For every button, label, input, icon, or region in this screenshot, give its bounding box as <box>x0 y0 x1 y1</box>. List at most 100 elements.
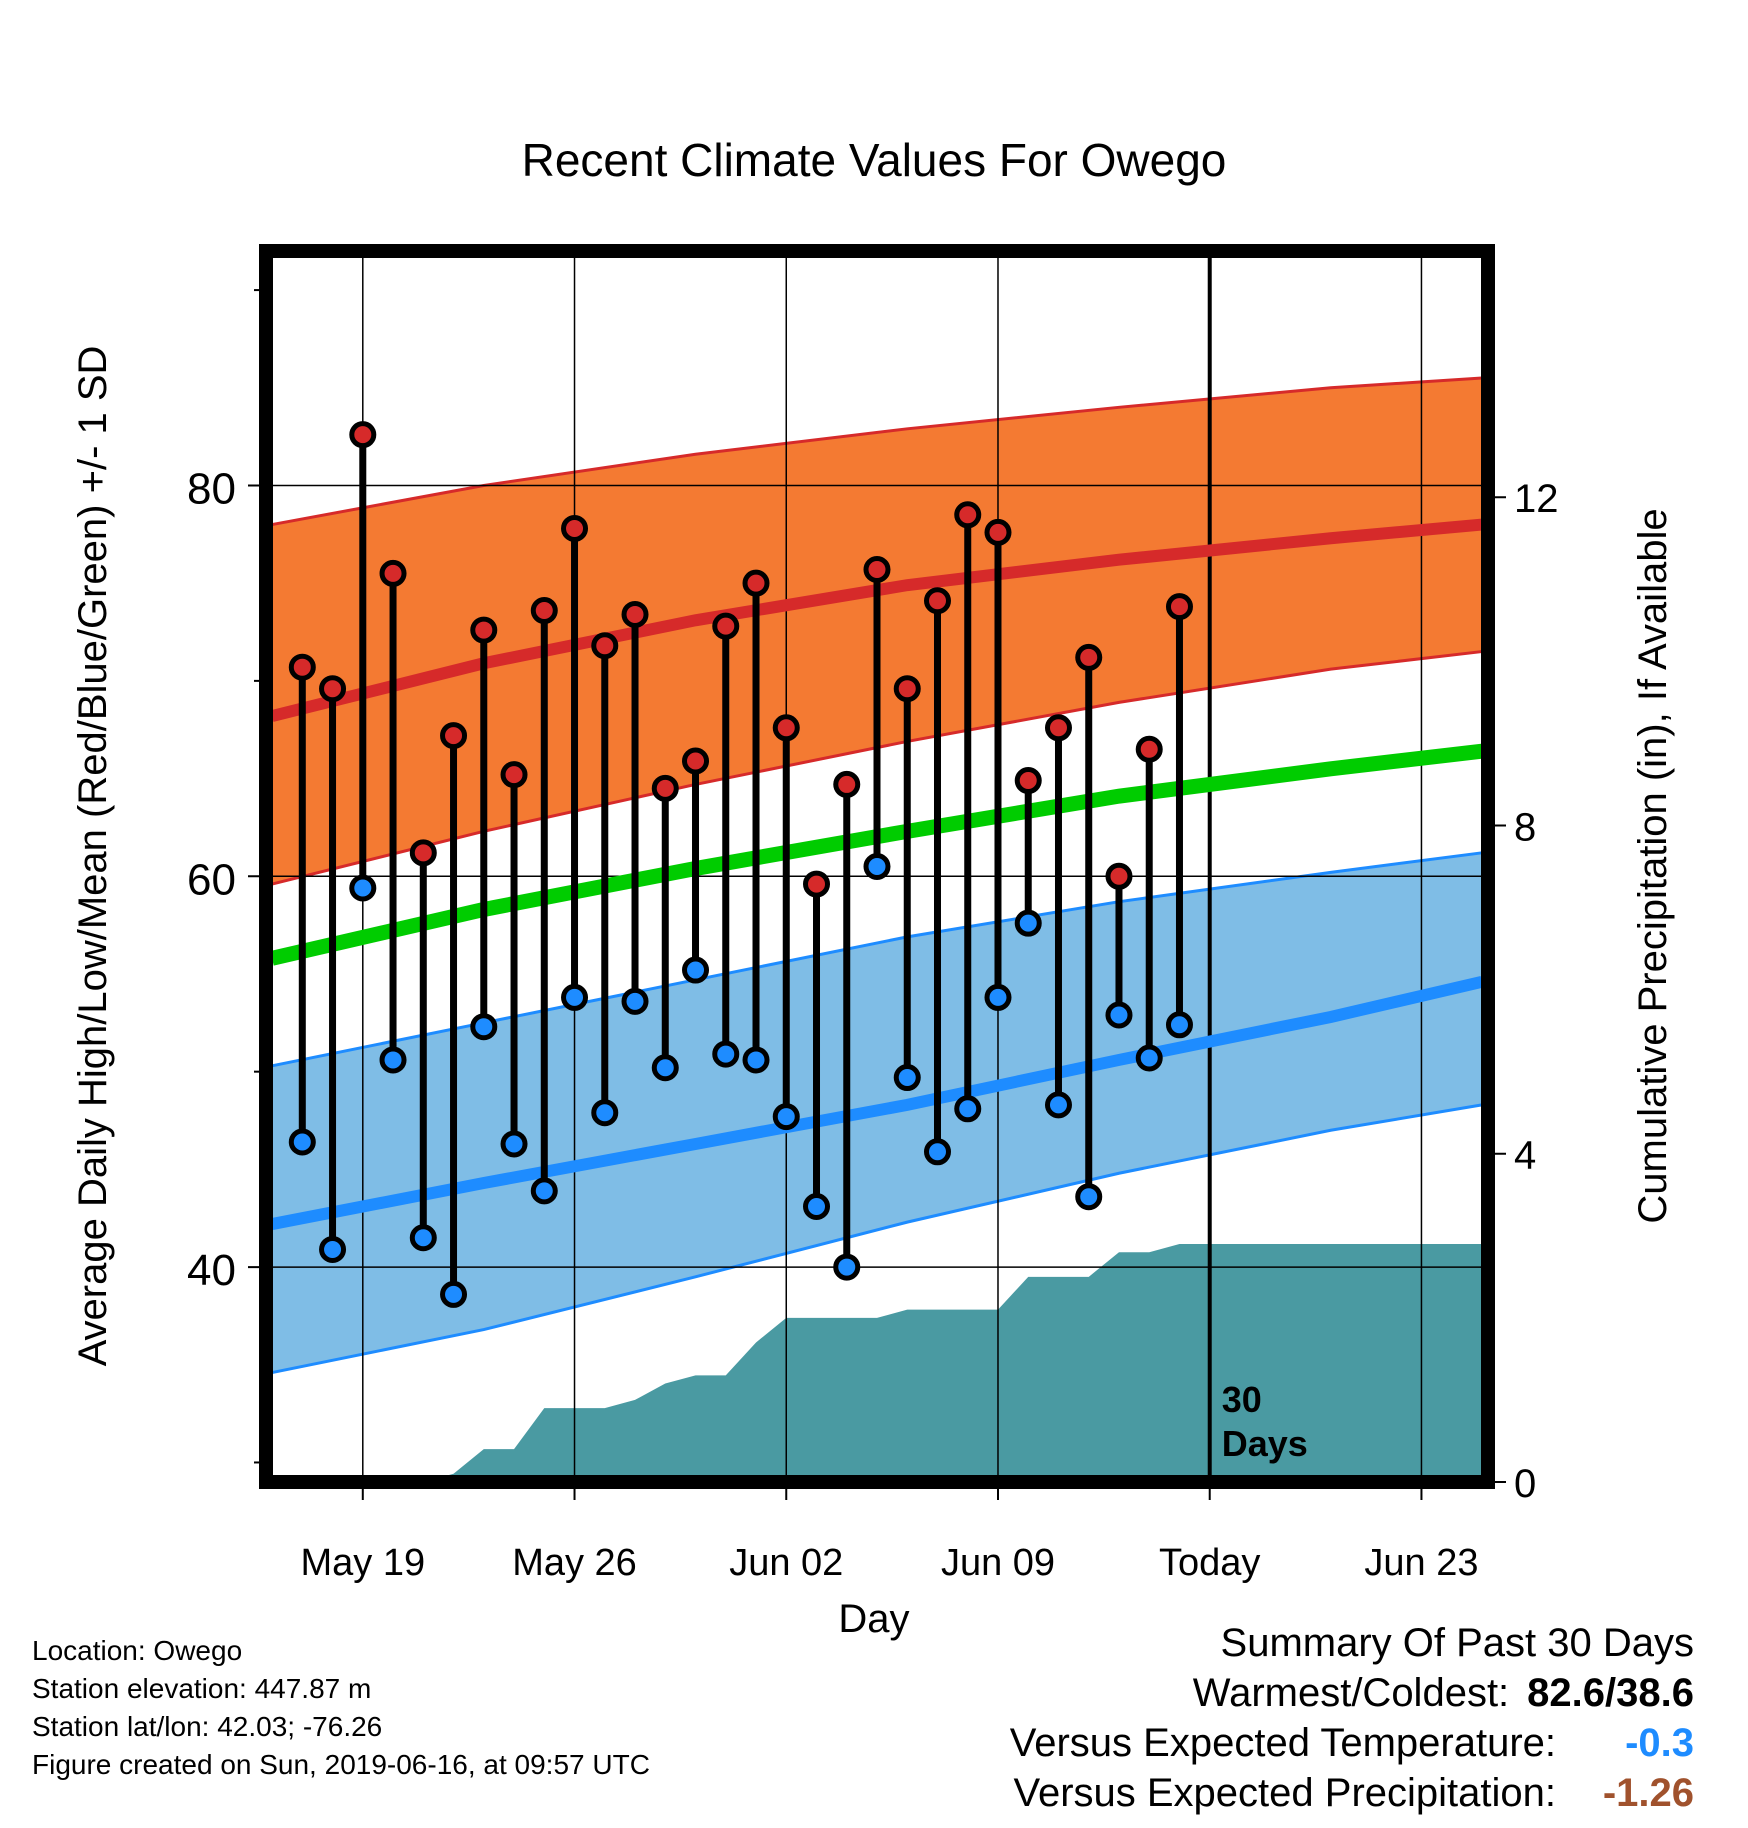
y-axis-label: Average Daily High/Low/Mean (Red/Blue/Gr… <box>71 346 115 1367</box>
daily-low-point <box>591 1099 619 1127</box>
daily-low-point <box>288 1128 316 1156</box>
today-window-label-line: 30 <box>1222 1379 1262 1420</box>
daily-low-point <box>1075 1183 1103 1211</box>
daily-high-point <box>1105 862 1133 890</box>
daily-high-point <box>349 421 377 449</box>
daily-high-point <box>923 587 951 615</box>
y2-axis-label: Cumulative Precipitation (in), If Availa… <box>1631 508 1675 1223</box>
daily-low-point <box>409 1224 437 1252</box>
daily-low-point <box>893 1064 921 1092</box>
daily-high-point <box>470 616 498 644</box>
created-text: Figure created on Sun, 2019-06-16, at 09… <box>32 1749 650 1780</box>
plot-frame <box>259 244 1495 1489</box>
daily-high-point <box>984 518 1012 546</box>
daily-low-point <box>651 1054 679 1082</box>
daily-high-point <box>803 870 831 898</box>
x-tick-label: May 26 <box>512 1542 637 1584</box>
y-tick-label: 60 <box>187 855 236 904</box>
daily-high-point <box>1165 593 1193 621</box>
location-text: Location: Owego <box>32 1635 243 1666</box>
daily-high-point <box>288 653 316 681</box>
x-tick-label: Jun 09 <box>941 1542 1055 1584</box>
daily-low-point <box>1105 1001 1133 1029</box>
daily-low-point <box>1135 1044 1163 1072</box>
x-tick-label: May 19 <box>300 1542 425 1584</box>
daily-high-point <box>954 501 982 529</box>
daily-low-point <box>772 1103 800 1131</box>
y2-tick-label: 4 <box>1514 1134 1536 1178</box>
daily-high-point <box>621 600 649 628</box>
daily-low-point <box>712 1040 740 1068</box>
daily-high-point <box>591 632 619 660</box>
daily-high-point <box>893 675 921 703</box>
daily-high-point <box>409 839 437 867</box>
daily-low-point <box>470 1013 498 1041</box>
daily-high-point <box>682 747 710 775</box>
x-tick-label: Jun 02 <box>729 1542 843 1584</box>
daily-low-point <box>319 1235 347 1263</box>
y2-tick-label: 8 <box>1514 805 1536 849</box>
daily-low-point <box>833 1253 861 1281</box>
daily-low-point <box>561 983 589 1011</box>
precip-label: Versus Expected Precipitation: <box>1013 1771 1556 1815</box>
normal-low-line <box>270 975 1484 1230</box>
daily-low-point <box>621 987 649 1015</box>
x-tick-label: Today <box>1159 1542 1260 1584</box>
daily-low-point <box>803 1192 831 1220</box>
precip-value: -1.26 <box>1602 1771 1694 1815</box>
today-window-label: 30 Days <box>1222 1379 1308 1464</box>
daily-low-point <box>923 1138 951 1166</box>
daily-low-point <box>530 1177 558 1205</box>
daily-high-point <box>1135 735 1163 763</box>
daily-low-point <box>1165 1011 1193 1039</box>
daily-low-point <box>682 956 710 984</box>
daily-high-point <box>1075 643 1103 671</box>
y-tick-label: 80 <box>187 464 236 513</box>
daily-high-point <box>1014 767 1042 795</box>
summary-heading: Summary Of Past 30 Days <box>1220 1621 1694 1665</box>
summary-precip-row: Versus Expected Precipitation: -1.26 <box>1010 1768 1694 1818</box>
warmest-label: Warmest/Coldest: <box>1192 1671 1510 1715</box>
daily-high-point <box>712 612 740 640</box>
temp-label: Versus Expected Temperature: <box>1009 1721 1556 1765</box>
daily-high-point <box>319 675 347 703</box>
today-window-label-line: Days <box>1222 1423 1308 1464</box>
daily-low-point <box>440 1280 468 1308</box>
daily-high-point <box>561 514 589 542</box>
summary-warmest-row: Warmest/Coldest: 82.6/38.6 <box>1010 1668 1694 1718</box>
daily-low-point <box>863 853 891 880</box>
daily-low-point <box>379 1046 407 1074</box>
daily-high-point <box>772 714 800 742</box>
daily-high-point <box>651 774 679 802</box>
daily-low-point <box>742 1046 770 1074</box>
elevation-text: Station elevation: 447.87 m <box>32 1673 372 1704</box>
daily-high-point <box>440 722 468 750</box>
daily-high-point <box>863 555 891 583</box>
x-axis-label: Day <box>838 1597 909 1641</box>
low-lower-edge <box>271 1103 1483 1375</box>
daily-high-point <box>500 761 528 789</box>
daily-high-point <box>1044 714 1072 742</box>
summary-temp-row: Versus Expected Temperature: -0.3 <box>1010 1718 1694 1768</box>
daily-low-point <box>954 1095 982 1123</box>
daily-low-point <box>1014 909 1042 937</box>
chart-title: Recent Climate Values For Owego <box>522 134 1227 186</box>
daily-high-point <box>379 559 407 587</box>
y-tick-label: 40 <box>187 1246 236 1295</box>
plot-area: 30 Days <box>266 251 1488 1482</box>
temp-value: -0.3 <box>1625 1721 1694 1765</box>
y2-tick-label: 0 <box>1514 1462 1536 1506</box>
daily-low-point <box>500 1130 528 1158</box>
daily-high-point <box>833 770 861 798</box>
warmest-value: 82.6/38.6 <box>1527 1671 1694 1715</box>
daily-low-point <box>1044 1091 1072 1119</box>
summary-panel: Summary Of Past 30 Days Warmest/Coldest:… <box>1010 1618 1694 1818</box>
station-info: Location: Owego Station elevation: 447.8… <box>32 1632 650 1784</box>
daily-low-point <box>984 983 1012 1011</box>
daily-high-point <box>742 569 770 597</box>
daily-low-point <box>349 874 377 902</box>
y2-tick-label: 12 <box>1514 477 1559 521</box>
daily-high-point <box>530 597 558 625</box>
latlon-text: Station lat/lon: 42.03; -76.26 <box>32 1711 383 1742</box>
